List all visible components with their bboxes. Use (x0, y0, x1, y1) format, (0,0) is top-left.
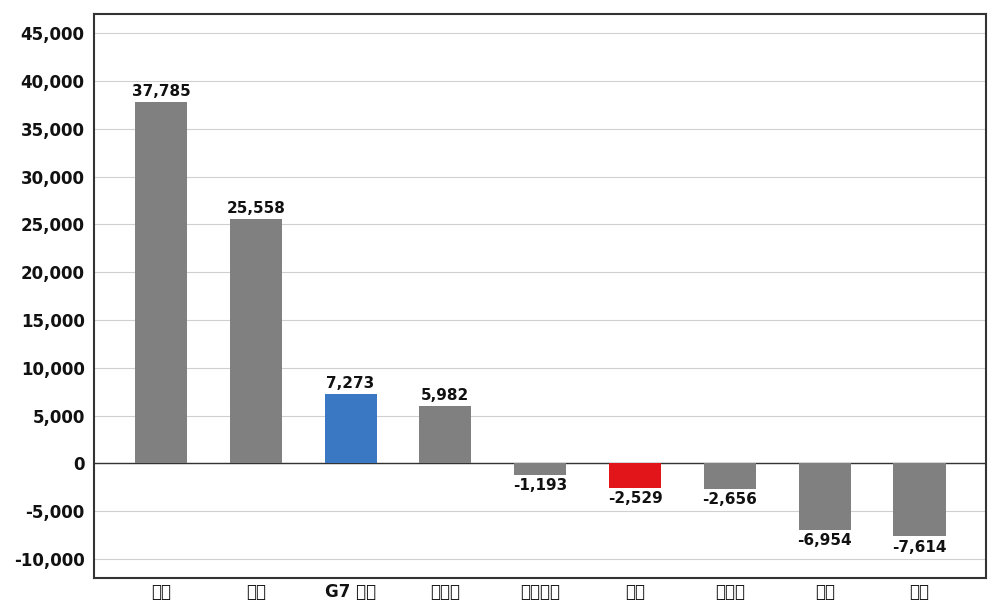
Text: 7,273: 7,273 (326, 376, 375, 391)
Text: -2,529: -2,529 (608, 491, 662, 506)
Text: -6,954: -6,954 (797, 533, 852, 549)
Text: 5,982: 5,982 (421, 388, 470, 403)
Bar (704, 464, 756, 489)
Bar (514, 464, 566, 475)
Text: 25,558: 25,558 (226, 200, 285, 216)
Text: -2,656: -2,656 (702, 492, 757, 507)
Bar (419, 407, 471, 464)
Bar (325, 394, 377, 464)
Bar (893, 464, 946, 536)
Text: -1,193: -1,193 (513, 478, 567, 493)
Text: -7,614: -7,614 (892, 539, 947, 555)
Bar (799, 464, 851, 530)
Bar (135, 102, 187, 464)
Bar (230, 219, 282, 464)
Bar (609, 464, 661, 488)
Text: 37,785: 37,785 (132, 84, 190, 98)
